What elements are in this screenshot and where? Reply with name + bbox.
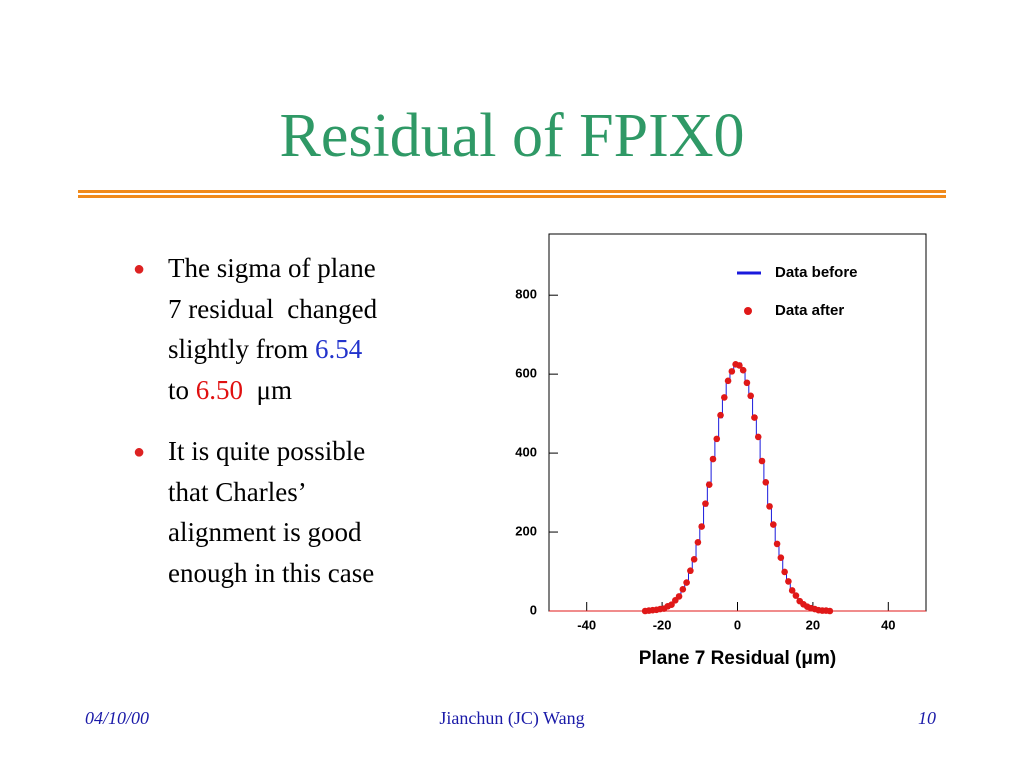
data-point	[792, 592, 800, 599]
data-point	[713, 435, 721, 443]
data-point	[683, 579, 690, 586]
bullet-text: The sigma of plane	[168, 253, 376, 283]
data-point	[679, 585, 687, 593]
data-point	[770, 521, 777, 528]
x-tick-label: 40	[881, 617, 895, 632]
x-axis-label: Plane 7 Residual (μm)	[639, 648, 836, 669]
bullet-text: It is quite possible	[168, 436, 366, 466]
bullet-text: 7 residual changed	[168, 293, 378, 324]
data-point	[717, 411, 724, 419]
bullet-text: alignment is good	[168, 517, 362, 548]
footer-date: 04/10/00	[85, 708, 150, 728]
data-point	[687, 567, 694, 575]
bullet-text: slightly from	[168, 334, 315, 365]
data-point	[751, 414, 758, 421]
data-point	[773, 540, 781, 548]
data-point	[724, 377, 732, 385]
data-point	[721, 394, 728, 401]
data-point	[754, 433, 762, 441]
slide-title: Residual of FPIX0	[279, 102, 745, 170]
legend-label: Data after	[775, 302, 844, 319]
x-tick-label: 20	[806, 617, 820, 632]
data-point	[668, 601, 675, 608]
y-tick-label: 400	[515, 445, 537, 460]
data-point	[785, 578, 792, 585]
plot-frame	[548, 233, 927, 612]
rule	[78, 195, 946, 198]
data-point	[675, 593, 683, 600]
y-tick-label: 0	[530, 602, 537, 617]
data-point	[826, 607, 834, 615]
data-point	[781, 568, 788, 576]
data-point	[736, 362, 743, 369]
data-point	[694, 539, 702, 546]
data-point	[698, 523, 705, 530]
footer-author: Jianchun (JC) Wang	[439, 708, 585, 728]
y-tick-label: 600	[515, 366, 537, 381]
data-point	[728, 368, 736, 375]
bullet: It is quite possible that Charles’ alignme…	[168, 431, 374, 594]
data-point	[766, 503, 773, 510]
footer-page: 10	[918, 708, 936, 728]
legend-swatch	[744, 307, 752, 315]
step-outline	[642, 362, 832, 612]
x-tick-label: -40	[577, 617, 596, 632]
data-point	[709, 455, 717, 463]
data-point	[743, 379, 751, 387]
data-point	[777, 554, 785, 562]
bullet-dot: ●	[133, 258, 146, 280]
bullet-text: that Charles’	[168, 476, 307, 507]
data-point	[762, 479, 770, 486]
data-point	[739, 366, 747, 374]
highlight: 6.50	[195, 375, 244, 406]
rule	[78, 190, 946, 193]
bullet-text: to	[168, 375, 196, 406]
data-point	[690, 555, 698, 563]
x-tick-label: 0	[734, 617, 741, 632]
data-point	[788, 587, 796, 594]
highlight: 6.54	[315, 334, 363, 365]
y-tick-label: 200	[515, 523, 537, 538]
legend-label: Data before	[775, 264, 858, 281]
bullet-text: μm	[243, 375, 292, 406]
y-tick-label: 800	[515, 287, 537, 302]
bullet: The sigma of plane 7 residual changed slig…	[168, 248, 377, 411]
bullet-dot: ●	[133, 441, 146, 463]
x-tick-label: -20	[653, 617, 672, 632]
data-point	[702, 500, 709, 507]
data-point	[758, 457, 766, 465]
bullet-text: enough in this case	[168, 558, 375, 589]
data-point	[747, 392, 754, 400]
data-point	[705, 481, 713, 488]
